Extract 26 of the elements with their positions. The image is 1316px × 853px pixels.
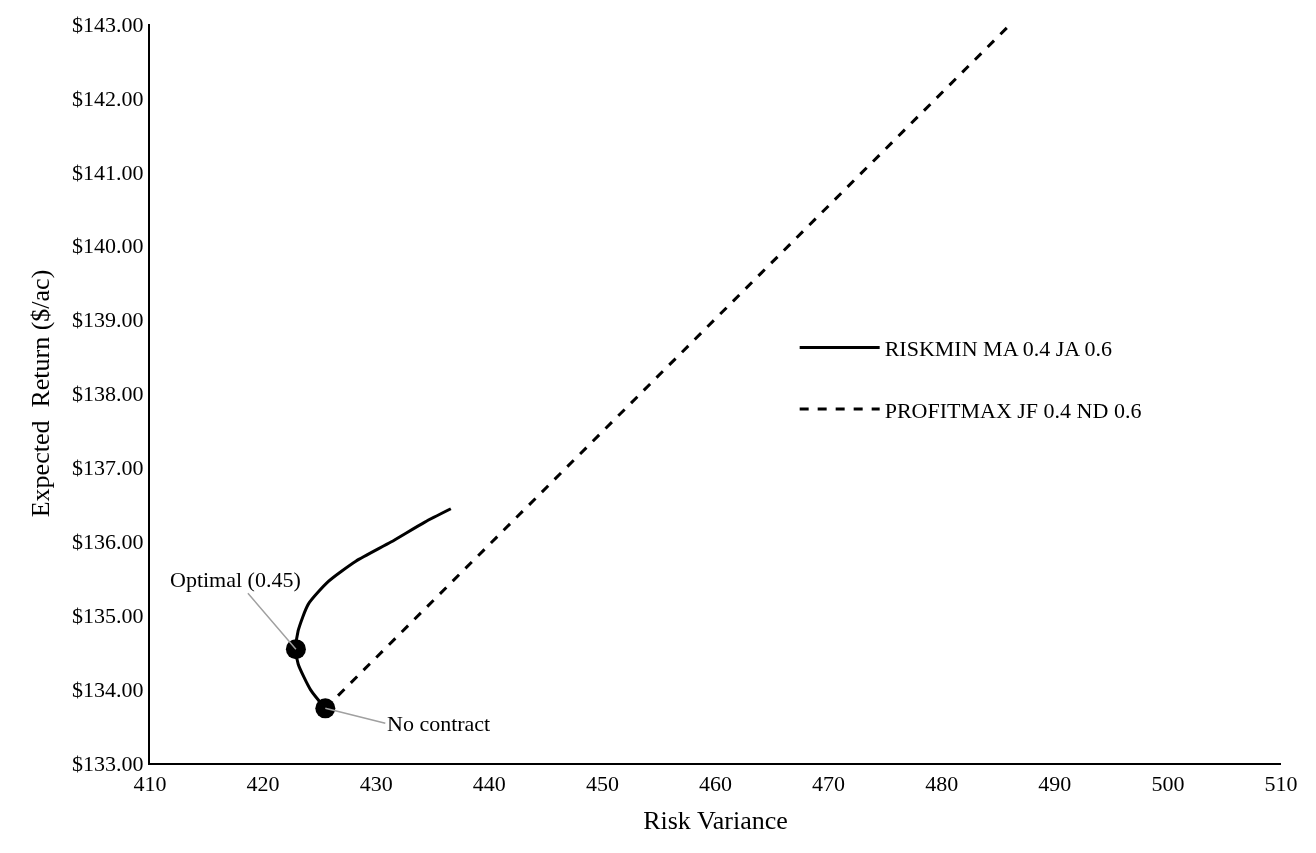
y-tick-label: $139.00 xyxy=(72,307,144,333)
x-axis-title: Risk Variance xyxy=(643,805,788,835)
x-tick-label: 500 xyxy=(1151,771,1185,797)
y-tick-label: $143.00 xyxy=(72,11,144,37)
annotation: Optimal (0.45) xyxy=(170,567,301,592)
y-tick-label: $134.00 xyxy=(72,676,144,702)
y-tick-label: $135.00 xyxy=(72,602,144,628)
y-tick-label: $136.00 xyxy=(72,529,144,554)
y-tick-label: $140.00 xyxy=(72,233,144,259)
x-tick-label: 440 xyxy=(472,771,506,797)
x-tick-label: 420 xyxy=(246,771,280,797)
x-tick-label: 470 xyxy=(812,771,846,797)
annotation: No contract xyxy=(387,711,491,736)
x-tick-label: 450 xyxy=(585,771,619,797)
legend-label: PROFITMAX JF 0.4 ND 0.6 xyxy=(884,397,1142,423)
y-tick-label: $141.00 xyxy=(72,159,144,185)
x-tick-label: 460 xyxy=(699,771,732,797)
y-tick-label: $137.00 xyxy=(72,455,144,481)
y-tick-label: $142.00 xyxy=(72,85,144,111)
legend-label: RISKMIN MA 0.4 JA 0.6 xyxy=(884,336,1113,362)
y-axis-title: Expected Return ($/ac) xyxy=(26,269,55,518)
y-tick-label: $138.00 xyxy=(72,381,144,407)
x-tick-label: 430 xyxy=(359,771,393,797)
x-tick-label: 510 xyxy=(1264,771,1298,797)
x-tick-label: 490 xyxy=(1038,771,1072,797)
x-tick-label: 480 xyxy=(925,771,959,797)
